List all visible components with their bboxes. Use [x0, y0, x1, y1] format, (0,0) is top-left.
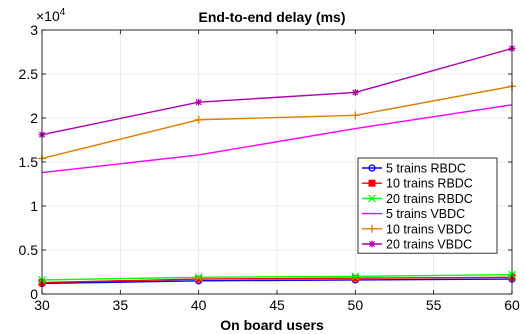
- legend-label: 10 trains RBDC: [386, 177, 473, 191]
- series-line: [41, 85, 513, 160]
- legend-item: 10 trains VBDC: [362, 222, 472, 236]
- series-line: [41, 276, 513, 284]
- x-tick-label: 30: [34, 297, 50, 313]
- x-tick-label: 45: [269, 297, 285, 313]
- data-point: [351, 272, 360, 281]
- series-line: [41, 273, 513, 281]
- data-point: [195, 275, 203, 283]
- data-point: [194, 273, 203, 282]
- x-tick-label: 60: [504, 297, 520, 313]
- legend-item: 20 trains VBDC: [362, 238, 472, 252]
- legend-box: [357, 157, 498, 254]
- legend-item: 5 trains VBDC: [362, 207, 465, 221]
- chart-title: End-to-end delay (ms): [198, 9, 345, 25]
- legend-item: 5 trains RBDC: [362, 162, 466, 176]
- data-point: [194, 115, 203, 124]
- legend-marker: [368, 179, 376, 187]
- legend-marker: [368, 164, 376, 172]
- y-tick-label: 2.5: [19, 66, 39, 82]
- series-line: [41, 104, 513, 174]
- legend-item: 20 trains RBDC: [362, 192, 473, 206]
- legend-marker: [368, 224, 376, 233]
- legend-label: 20 trains RBDC: [386, 192, 473, 206]
- y-tick-label: 0: [30, 286, 38, 302]
- data-point: [351, 88, 359, 96]
- series-4: [41, 104, 513, 174]
- y-tick-label: 0.5: [19, 242, 39, 258]
- x-tick-label: 50: [348, 297, 364, 313]
- x-tick-label: 40: [191, 297, 207, 313]
- y-tick-label: 1.5: [19, 154, 39, 170]
- legend-label: 5 trains VBDC: [386, 207, 465, 221]
- legend-marker: [368, 240, 376, 248]
- legend-item: 10 trains RBDC: [362, 177, 473, 191]
- legend-marker: [368, 194, 376, 203]
- data-point: [195, 98, 203, 106]
- legend-label: 10 trains VBDC: [386, 222, 472, 236]
- x-tick-label: 35: [113, 297, 129, 313]
- series-line: [41, 47, 513, 136]
- data-point: [351, 111, 360, 120]
- legend-label: 5 trains RBDC: [386, 162, 466, 176]
- y-tick-label: 1: [30, 198, 38, 214]
- y-tick-label: 3: [30, 22, 38, 38]
- legend-label: 20 trains VBDC: [386, 238, 472, 252]
- axis-ticks: 30 35 40 45 50 55 60 0 0.5 1 1.5 2 2.5 3: [19, 22, 520, 313]
- x-axis-label: On board users: [220, 317, 324, 333]
- series-line: [41, 278, 513, 285]
- data-point: [351, 274, 359, 282]
- x-tick-label: 55: [426, 297, 442, 313]
- y-tick-label: 2: [30, 110, 38, 126]
- y-multiplier: ×104: [36, 7, 66, 24]
